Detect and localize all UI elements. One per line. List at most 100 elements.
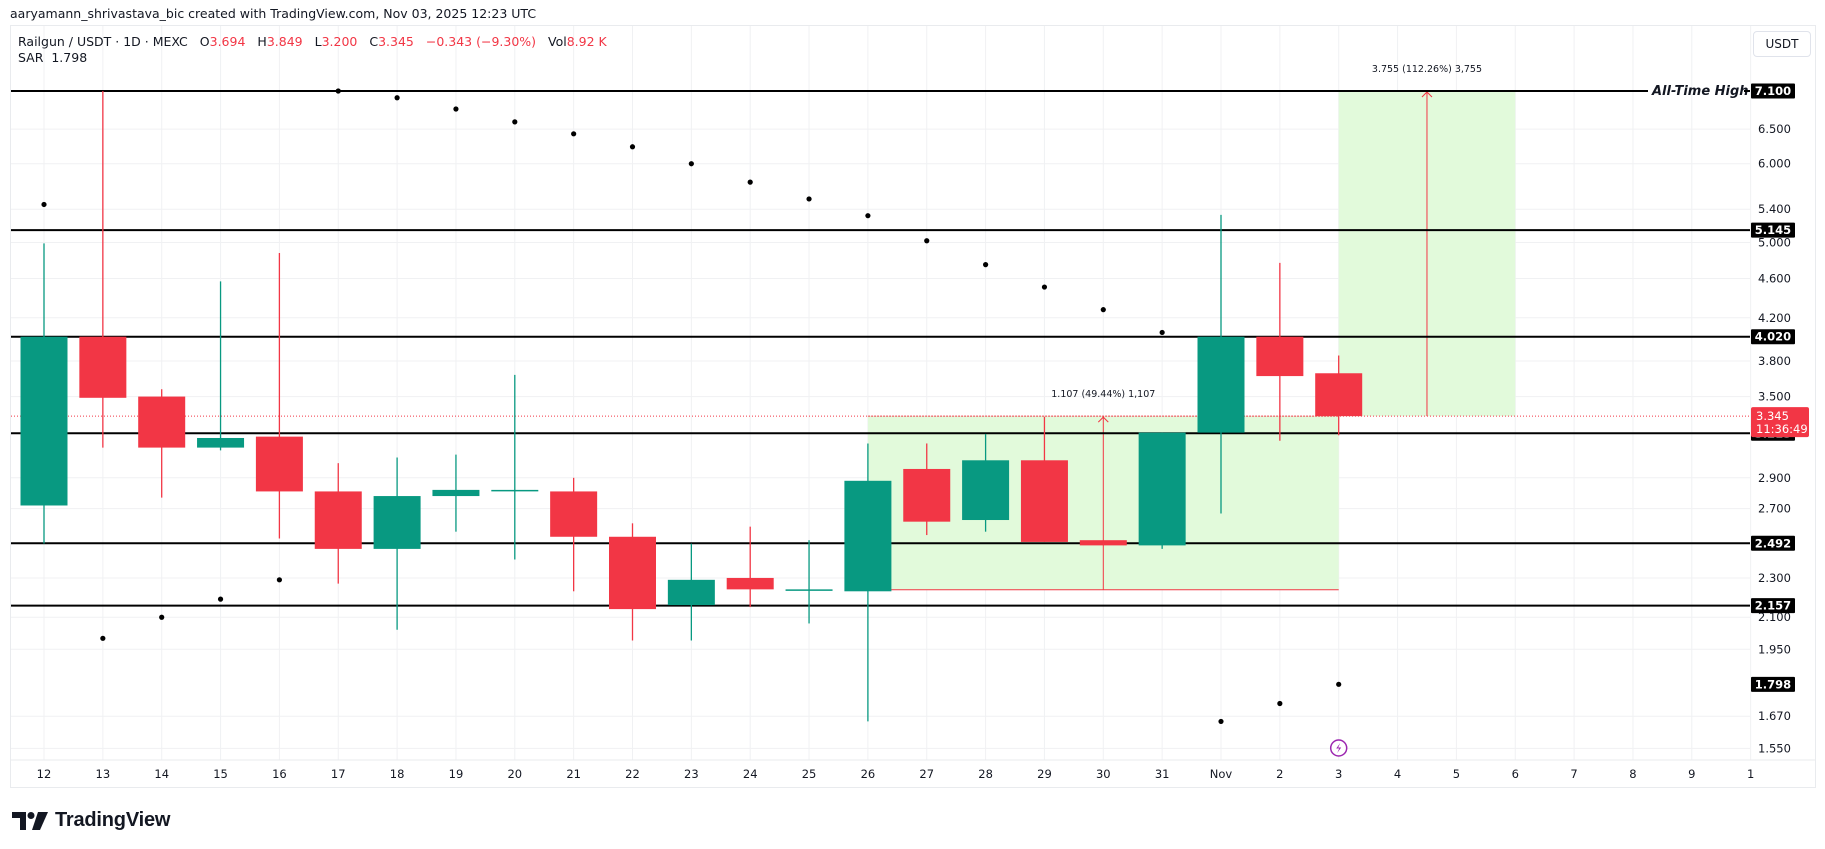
candle-body[interactable]	[1138, 432, 1186, 546]
level-price-tag	[1751, 598, 1795, 614]
time-axis-label: 7	[1570, 767, 1577, 781]
candle-body[interactable]	[844, 480, 892, 592]
sar-dot	[1336, 681, 1342, 687]
price-axis-label: 2.900	[1758, 471, 1791, 485]
sar-dot	[1218, 718, 1224, 725]
candle-body[interactable]	[314, 491, 362, 549]
candle-body[interactable]	[20, 336, 68, 506]
tradingview-logo[interactable]: TradingView	[12, 809, 170, 832]
close-value: 3.345	[378, 34, 414, 49]
price-axis-label: 4.600	[1758, 272, 1791, 286]
chart-attribution: aaryamann_shrivastava_bic created with T…	[10, 6, 537, 21]
time-axis-label: 3	[1335, 767, 1342, 781]
time-axis-label: 18	[390, 767, 405, 781]
sar-dot	[571, 131, 577, 137]
chart-frame	[10, 25, 1816, 788]
time-axis-label: 4	[1394, 767, 1401, 781]
level-price-tag-text: 2.492	[1755, 536, 1791, 550]
candle-body[interactable]	[1020, 460, 1068, 542]
sar-dot	[394, 95, 400, 101]
time-axis-label: 17	[331, 767, 346, 781]
time-axis-label: 22	[625, 767, 640, 781]
candle-body[interactable]	[785, 589, 833, 591]
sar-dot	[453, 106, 459, 112]
price-axis-label: 1.550	[1758, 741, 1791, 755]
sar-dot	[1041, 284, 1048, 290]
time-axis-label: 9	[1688, 767, 1695, 781]
time-axis-label: 30	[1096, 767, 1111, 781]
candle-body[interactable]	[491, 489, 539, 492]
candle-body[interactable]	[550, 491, 598, 537]
tradingview-logo-text: TradingView	[55, 809, 171, 831]
time-axis-label: 21	[566, 767, 581, 781]
symbol-title[interactable]: Railgun / USDT · 1D · MEXC	[18, 34, 188, 49]
sar-dot	[1159, 329, 1165, 336]
sar-dot	[747, 179, 753, 185]
symbol-legend: Railgun / USDT · 1D · MEXC O3.694 H3.849…	[18, 33, 607, 50]
time-axis-label: 23	[684, 767, 699, 781]
time-axis-label: 31	[1155, 767, 1170, 781]
candle-body[interactable]	[432, 489, 480, 497]
sar-price-tag-text: 1.798	[1755, 677, 1791, 691]
volume-label: Vol	[548, 34, 567, 49]
volume-value: 8.92 K	[566, 34, 607, 49]
low-label: L	[314, 34, 322, 49]
sar-dot	[924, 238, 930, 244]
level-price-tag-text: 7.100	[1755, 84, 1791, 98]
candle-body[interactable]	[1315, 373, 1363, 417]
currency-unit-button[interactable]: USDT	[1753, 31, 1811, 57]
level-price-tag-text: 4.020	[1755, 330, 1791, 344]
high-value: 3.849	[266, 34, 303, 49]
price-axis-label: 2.100	[1758, 610, 1791, 624]
candle-body[interactable]	[1256, 336, 1304, 377]
candle-body[interactable]	[667, 579, 715, 606]
sar-dot	[335, 88, 341, 94]
time-axis-label: 8	[1629, 767, 1636, 781]
lightning-bolt-icon	[1336, 743, 1342, 753]
candle-body[interactable]	[373, 496, 421, 549]
candle-body[interactable]	[138, 396, 186, 448]
level-price-tag	[1751, 329, 1795, 345]
sar-indicator-legend[interactable]: SAR 1.798	[18, 50, 87, 65]
time-axis-label: 26	[861, 767, 876, 781]
candle-body[interactable]	[197, 437, 245, 448]
price-axis-label: 1.950	[1758, 642, 1791, 656]
time-axis-label: 13	[96, 767, 111, 781]
level-price-tag-text: 2.157	[1755, 599, 1791, 613]
candle-body[interactable]	[903, 468, 951, 522]
open-value: 3.694	[209, 34, 246, 49]
time-axis-label: 6	[1512, 767, 1519, 781]
sar-dot	[159, 614, 165, 620]
price-axis-label: 1.670	[1758, 709, 1791, 723]
arrow-head-icon	[1097, 416, 1109, 423]
price-range-label: 1.107 (49.44%) 1,107	[1051, 389, 1155, 400]
time-axis-label: 12	[37, 767, 52, 781]
sar-value: 1.798	[51, 50, 88, 65]
all-time-high-annotation: All-Time High	[1651, 84, 1749, 99]
sar-dot	[41, 201, 47, 208]
sar-dot	[865, 213, 871, 219]
time-axis-label: 2	[1276, 767, 1283, 781]
price-axis-label: 6.000	[1758, 157, 1791, 171]
sar-dot	[276, 577, 282, 583]
candle-body[interactable]	[79, 336, 127, 398]
time-axis-label: 16	[272, 767, 287, 781]
time-axis-label: 25	[802, 767, 817, 781]
price-axis-label: 5.400	[1758, 202, 1791, 216]
time-axis-label: 5	[1453, 767, 1460, 781]
open-label: O	[199, 34, 210, 49]
sar-dot	[629, 144, 636, 150]
price-axis-label: 3.800	[1758, 354, 1791, 368]
last-price-text: 3.345	[1756, 409, 1789, 423]
candle-body[interactable]	[1197, 336, 1245, 433]
candle-body[interactable]	[1079, 540, 1127, 546]
candle-body[interactable]	[609, 536, 656, 610]
candle-body[interactable]	[255, 436, 303, 492]
price-axis-label: 6.500	[1758, 122, 1791, 136]
candle-body[interactable]	[962, 460, 1010, 521]
time-axis-label: Nov	[1210, 767, 1233, 781]
candle-body[interactable]	[726, 577, 774, 590]
price-axis-label: 2.700	[1758, 502, 1791, 516]
sar-dot	[512, 119, 518, 125]
